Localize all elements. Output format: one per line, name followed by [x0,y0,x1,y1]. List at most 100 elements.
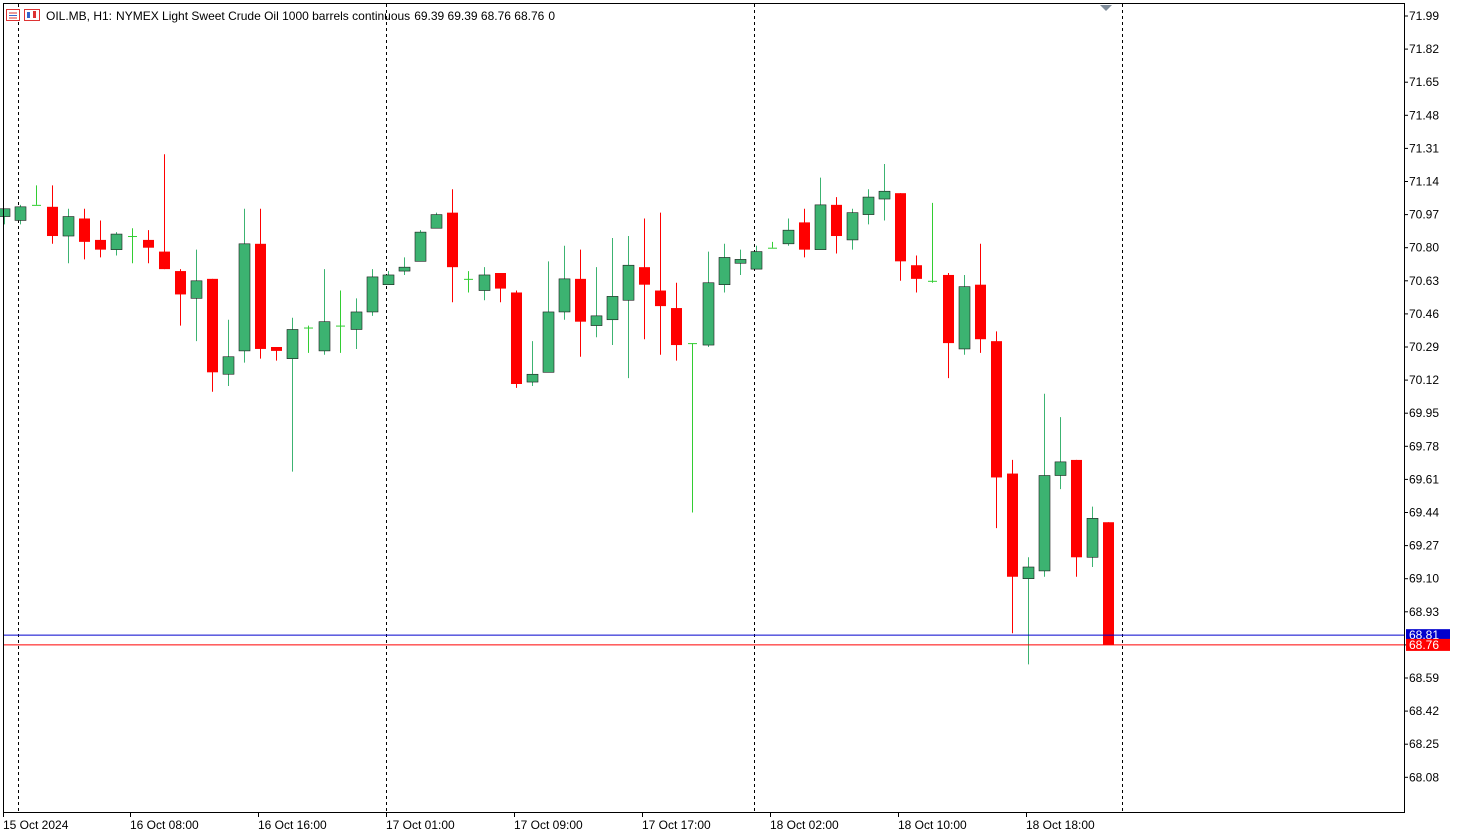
candle-body [1022,566,1035,579]
candle [1086,506,1099,568]
candle-body [958,286,971,350]
candle-body [526,373,539,383]
candle [350,298,363,349]
y-tick-label: 68.08 [1409,770,1439,784]
candle-body [1007,473,1018,577]
x-tick-label: 18 Oct 18:00 [1026,818,1095,832]
y-tick-label: 71.14 [1409,175,1439,189]
candle [271,347,282,361]
bid-price-label: 68.76 [1409,638,1439,652]
candle [464,271,473,293]
bid-price-tag [1406,638,1450,651]
candles [0,154,1114,665]
candle [398,257,411,275]
candle-body [1071,459,1082,558]
window-list-icon[interactable] [6,8,20,24]
candle-body [79,218,90,242]
candle-body [382,274,395,285]
candle [478,267,491,301]
y-tick-label: 69.27 [1409,539,1439,553]
candle [862,189,875,225]
chart-type-icon[interactable] [24,8,40,24]
candle [304,325,313,353]
candle-body [175,271,186,295]
candle [143,230,154,264]
y-tick-label: 69.78 [1409,439,1439,453]
candle-body [207,278,218,373]
x-tick-label: 18 Oct 10:00 [898,818,967,832]
candle-body [606,296,619,321]
candle-body [0,208,11,217]
candle-body [271,347,282,351]
candle-body [414,231,427,262]
candle [1071,459,1082,577]
candle [750,245,763,270]
price-axis: 71.99 71.82 71.65 71.48 71.31 71.14 70.97 70.80… [1404,9,1450,784]
candle-body [447,212,458,268]
candle [958,274,971,355]
candle-body [143,239,154,248]
candle-body [590,315,603,326]
candle-body [558,278,571,313]
y-tick-label: 71.99 [1409,9,1439,23]
candle [831,197,842,254]
candle [175,269,186,326]
candle [558,245,571,320]
y-tick-label: 69.44 [1409,506,1439,520]
candle [688,343,697,513]
candle [768,241,777,249]
candle-body [975,284,986,340]
candle [511,290,522,388]
candle-body [286,329,299,359]
candle [943,273,954,379]
candle-body [1103,522,1114,645]
ohlc-values: 69.39 69.39 68.76 68.76 [414,9,545,23]
candle-body [655,290,666,307]
chart-shift-marker-icon[interactable] [1100,5,1112,11]
y-tick-label: 70.63 [1409,274,1439,288]
candle-body [255,243,266,349]
candle-body [639,267,650,285]
candle-body [831,204,842,237]
candle-body [911,265,922,279]
candle-body [542,311,555,373]
symbol-description: NYMEX Light Sweet Crude Oil 1000 barrels… [116,9,411,23]
candle [336,290,345,353]
candle-body [878,190,891,200]
candle-body [190,280,203,299]
y-tick-label: 69.61 [1409,472,1439,486]
candle [79,208,90,260]
candle-body [238,243,251,352]
candle [207,278,218,392]
candle [110,232,123,256]
candle [238,208,251,363]
x-tick-label: 17 Oct 09:00 [514,818,583,832]
candle [318,269,331,355]
candle [622,236,635,379]
candle-body [511,292,522,384]
candle [414,230,427,262]
candle-body [366,276,379,313]
candle [846,208,859,250]
candle [542,261,555,373]
x-tick-label: 16 Oct 08:00 [130,818,199,832]
candle [382,271,395,285]
candle [799,208,810,258]
y-tick-label: 70.12 [1409,373,1439,387]
y-tick-label: 68.93 [1409,605,1439,619]
y-tick-label: 68.42 [1409,704,1439,718]
price-lines [4,634,1404,646]
y-tick-label: 69.10 [1409,572,1439,586]
y-tick-label: 71.48 [1409,108,1439,122]
candle [895,193,906,281]
candle [991,331,1002,529]
candle-body [1054,461,1067,476]
x-tick-label: 18 Oct 02:00 [770,818,839,832]
candle-body [1086,518,1099,558]
candle [286,317,299,472]
candle [702,251,715,347]
candle-body [895,193,906,262]
x-tick-label: 16 Oct 16:00 [258,818,327,832]
ask-price-label: 68.81 [1409,628,1439,642]
